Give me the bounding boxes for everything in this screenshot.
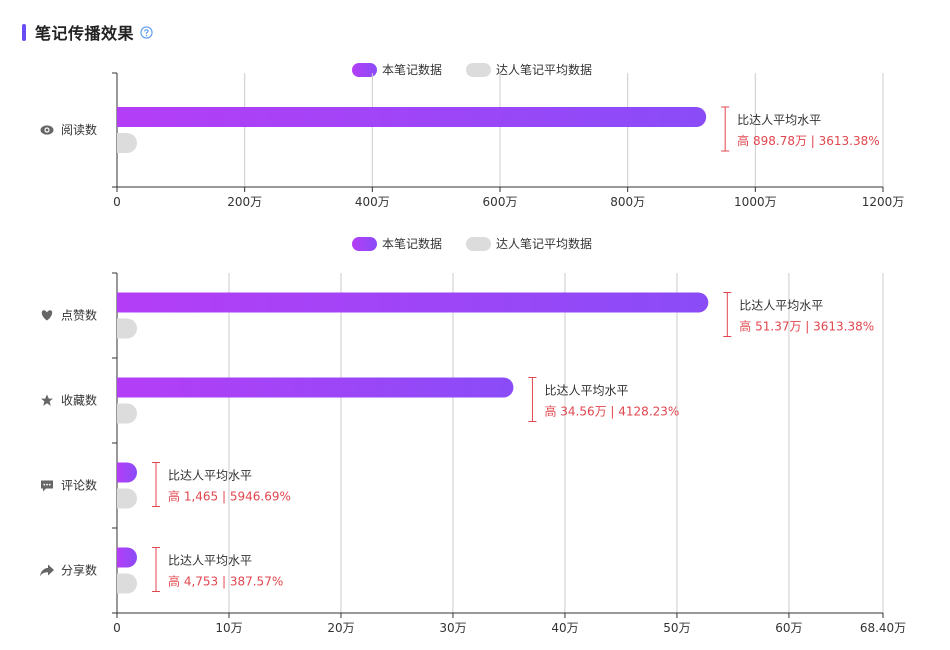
bar-note — [117, 377, 514, 398]
annotation-detail: 高 898.78万 | 3613.38% — [737, 133, 880, 148]
bar-avg — [117, 133, 137, 153]
x-tick-label: 10万 — [215, 621, 242, 635]
eye-icon — [40, 125, 54, 135]
x-tick-label: 40万 — [551, 621, 578, 635]
annotation-detail: 高 1,465 | 5946.69% — [168, 489, 291, 504]
legend-label-avg: 达人笔记平均数据 — [496, 236, 592, 251]
bar-note — [117, 292, 709, 313]
x-tick-label: 30万 — [439, 621, 466, 635]
x-tick-label: 0 — [113, 195, 121, 209]
star-icon — [41, 394, 53, 406]
annotation-label: 比达人平均水平 — [737, 113, 821, 127]
annotation-detail: 高 4,753 | 387.57% — [168, 574, 283, 589]
legend-swatch-avg — [466, 237, 491, 251]
x-tick-label: 600万 — [483, 195, 518, 209]
x-tick-label: 800万 — [610, 195, 645, 209]
category-label: 分享数 — [61, 563, 97, 578]
category-label: 收藏数 — [61, 393, 97, 408]
section-title: 笔记传播效果 — [35, 24, 135, 43]
legend-swatch-note — [352, 237, 377, 251]
x-tick-label: 1000万 — [734, 195, 777, 209]
annotation-label: 比达人平均水平 — [739, 299, 823, 313]
comment-icon-shape — [41, 480, 53, 492]
bar-note — [117, 462, 137, 483]
bar-note — [117, 107, 707, 127]
comment-icon-dot — [43, 483, 46, 486]
comment-icon-dot — [48, 483, 51, 486]
category-label: 阅读数 — [61, 122, 97, 137]
bar-avg — [117, 488, 137, 509]
legend-swatch-note — [352, 63, 377, 77]
x-tick-label: 400万 — [355, 195, 390, 209]
x-tick-label: 20万 — [327, 621, 354, 635]
bar-note — [117, 547, 137, 568]
annotation-label: 比达人平均水平 — [544, 384, 628, 398]
x-tick-label: 1200万 — [862, 195, 905, 209]
x-tick-label: 68.40万 — [860, 621, 906, 635]
eye-icon-pupil — [45, 128, 49, 132]
x-tick-label: 50万 — [663, 621, 690, 635]
bar-avg — [117, 573, 137, 594]
bar-avg — [117, 403, 137, 424]
x-tick-label: 0 — [113, 621, 121, 635]
comment-icon-dot — [46, 483, 48, 486]
category-label: 评论数 — [61, 478, 97, 493]
annotation-detail: 高 51.37万 | 3613.38% — [739, 319, 874, 334]
annotation-label: 比达人平均水平 — [168, 469, 252, 483]
x-tick-label: 60万 — [775, 621, 802, 635]
x-tick-label: 200万 — [227, 195, 262, 209]
annotation-label: 比达人平均水平 — [168, 554, 252, 568]
comment-icon — [41, 480, 53, 492]
category-label: 点赞数 — [61, 308, 97, 323]
bar-avg — [117, 318, 137, 339]
legend-label-note: 本笔记数据 — [382, 62, 442, 77]
question-circle-icon[interactable] — [140, 25, 153, 39]
share-icon-shape — [40, 564, 54, 577]
annotation-detail: 高 34.56万 | 4128.23% — [544, 404, 679, 419]
heart-icon — [41, 310, 53, 321]
legend-swatch-avg — [466, 63, 491, 77]
star-icon-shape — [41, 394, 53, 406]
heart-icon-shape — [41, 310, 53, 321]
section-accent-bar — [22, 23, 26, 41]
legend-label-avg: 达人笔记平均数据 — [496, 62, 592, 77]
legend-label-note: 本笔记数据 — [382, 236, 442, 251]
section-header: 笔记传播效果 — [22, 20, 153, 44]
share-icon — [40, 564, 54, 577]
